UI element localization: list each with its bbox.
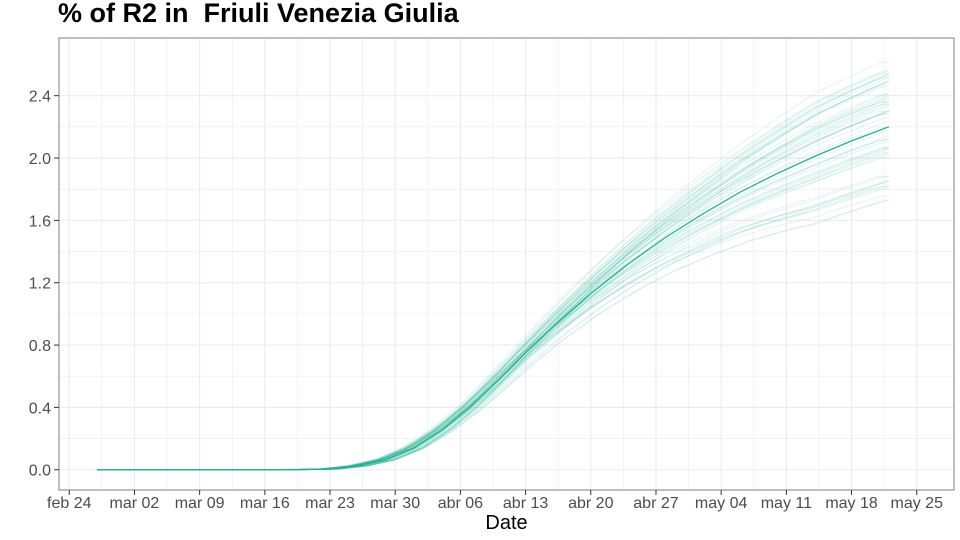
y-tick-label: 0.4 xyxy=(29,400,51,417)
x-tick-label: mar 30 xyxy=(370,495,420,512)
x-tick-label: may 11 xyxy=(761,495,812,512)
y-tick-label: 0.0 xyxy=(29,463,51,480)
x-tick-label: mar 02 xyxy=(110,495,160,512)
x-tick-label: abr 27 xyxy=(633,495,678,512)
y-tick-label: 0.8 xyxy=(29,338,51,355)
series-line-median xyxy=(97,126,890,471)
series-lines xyxy=(97,126,890,471)
y-axis: 0.0 0.4 0.8 1.2 1.6 2.0 2.4 xyxy=(29,89,59,480)
y-tick-label: 2.0 xyxy=(29,151,51,168)
y-tick-label: 1.2 xyxy=(29,276,51,293)
panel-border xyxy=(58,37,955,491)
chart-title: % of R2 in Friuli Venezia Giulia xyxy=(58,0,459,28)
x-tick-label: mar 23 xyxy=(305,495,355,512)
x-tick-label: abr 20 xyxy=(568,495,613,512)
y-tick-label: 1.6 xyxy=(29,213,51,230)
x-tick-label: feb 24 xyxy=(47,495,92,512)
x-tick-label: mar 09 xyxy=(175,495,225,512)
x-tick-label: mar 16 xyxy=(240,495,290,512)
y-tick-label: 2.4 xyxy=(29,89,51,106)
x-tick-label: may 04 xyxy=(695,495,748,512)
x-tick-label: may 18 xyxy=(825,495,878,512)
x-tick-label: may 25 xyxy=(891,495,944,512)
x-axis-title: Date xyxy=(485,512,527,534)
x-tick-label: abr 06 xyxy=(438,495,483,512)
x-tick-label: abr 13 xyxy=(503,495,548,512)
x-axis: feb 24 mar 02 mar 09 mar 16 mar 23 mar 30 abr … xyxy=(47,490,943,512)
